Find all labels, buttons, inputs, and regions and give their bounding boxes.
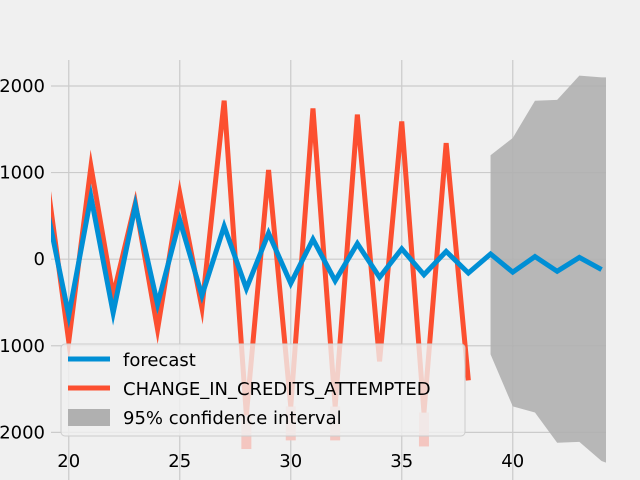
- x-tick-label: 35: [390, 451, 413, 472]
- legend-label-credits: CHANGE_IN_CREDITS_ATTEMPTED: [123, 379, 431, 400]
- y-tick-label: 0: [34, 249, 45, 270]
- y-tick-label: 2000: [0, 76, 45, 97]
- legend-label-confidence: 95% confidence interval: [123, 408, 342, 429]
- x-tick-label: 20: [57, 451, 80, 472]
- x-tick-label: 30: [279, 451, 302, 472]
- x-tick-labels: 20 25 30 35 40: [57, 451, 524, 472]
- y-tick-labels: 2000 1000 0 1000 2000: [0, 76, 45, 443]
- y-tick-label: 2000: [0, 422, 45, 443]
- series-line-forecast: [51, 183, 603, 329]
- legend-box: [60, 343, 466, 437]
- confidence-band-layer: [490, 75, 606, 463]
- series-layer: [51, 100, 603, 416]
- y-tick-label: 1000: [0, 336, 45, 357]
- x-tick-label: 25: [168, 451, 191, 472]
- confidence-interval-band: [490, 75, 606, 463]
- legend-swatch-confidence: [68, 409, 110, 426]
- series-line-credits: [51, 100, 471, 416]
- legend-label-forecast: forecast: [123, 350, 196, 371]
- legend: forecast CHANGE_IN_CREDITS_ATTEMPTED 95%…: [60, 343, 466, 437]
- x-tick-label: 40: [501, 451, 524, 472]
- y-tick-label: 1000: [0, 163, 45, 184]
